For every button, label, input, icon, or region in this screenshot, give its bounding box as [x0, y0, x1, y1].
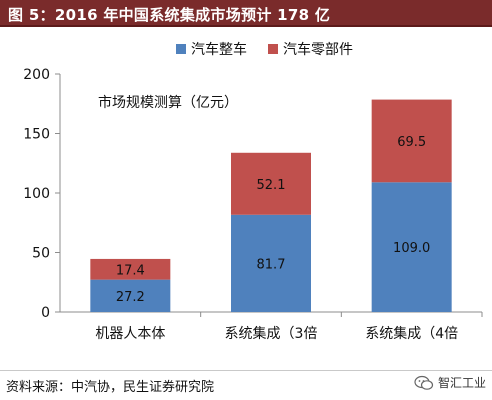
legend-swatch: [268, 44, 278, 54]
x-tick-label: 系统集成（3倍: [225, 325, 318, 342]
data-label: 27.2: [116, 290, 145, 305]
bar-segment: [371, 99, 452, 183]
legend-label: 汽车整车: [191, 41, 247, 58]
bar-segment: [371, 182, 452, 312]
wechat-icon: [414, 375, 434, 390]
watermark: 智汇工业: [414, 374, 486, 391]
data-label: 17.4: [116, 263, 145, 278]
data-label: 81.7: [257, 257, 286, 272]
x-tick-label: 系统集成（4倍: [365, 325, 458, 342]
figure-title-bar: 图 5：2016 年中国系统集成市场预计 178 亿: [0, 0, 492, 27]
bar-segment: [231, 214, 311, 312]
bar-segment: [90, 279, 171, 312]
source-note: 资料来源：中汽协，民生证券研究院: [6, 380, 215, 395]
y-tick-label: 100: [23, 186, 50, 202]
data-label: 69.5: [397, 135, 426, 150]
x-tick-label: 机器人本体: [95, 326, 165, 342]
data-label: 52.1: [257, 178, 286, 193]
watermark-text: 智汇工业: [437, 376, 486, 390]
y-tick-label: 200: [23, 67, 50, 83]
bar-segment: [231, 152, 311, 215]
data-label: 109.0: [393, 241, 430, 256]
legend-label: 汽车零部件: [283, 41, 353, 58]
legend-swatch: [176, 44, 186, 54]
figure-title: 图 5：2016 年中国系统集成市场预计 178 亿: [8, 6, 331, 24]
y-tick-label: 50: [32, 246, 50, 262]
y-tick-label: 0: [41, 305, 50, 321]
chart-annotation: 市场规模测算（亿元）: [98, 94, 238, 111]
stacked-bar-chart: 0 50 100 150 200 27.2 17.4 机器人本体 81.7 52.1 系统集成（3倍…: [23, 41, 483, 342]
y-tick-label: 150: [23, 127, 50, 143]
bar-segment: [90, 258, 171, 280]
footer-divider: [0, 370, 492, 371]
